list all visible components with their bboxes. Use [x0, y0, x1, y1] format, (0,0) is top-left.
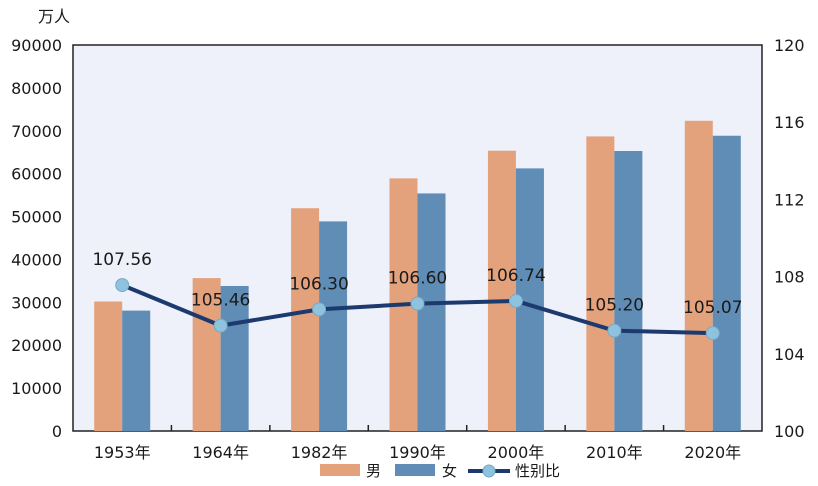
y-tick-label: 0: [52, 422, 62, 441]
x-tick-label: 2000年: [488, 443, 545, 462]
y-tick-label: 90000: [11, 36, 62, 55]
sex-ratio-point: [607, 323, 622, 338]
x-tick-label: 1964年: [192, 443, 249, 462]
sex-ratio-point: [213, 318, 228, 333]
x-tick-label: 1953年: [94, 443, 151, 462]
y-tick-label: 10000: [11, 379, 62, 398]
y-tick-label: 20000: [11, 336, 62, 355]
y-tick-label: 70000: [11, 122, 62, 141]
legend-label-sex-ratio: 性别比: [515, 462, 560, 480]
sex-ratio-data-label: 106.74: [486, 266, 545, 286]
y2-tick-label: 112: [774, 190, 805, 209]
sex-ratio-data-label: 105.46: [191, 291, 250, 311]
sex-ratio-data-label: 107.56: [92, 250, 151, 270]
bar-male: [487, 150, 516, 432]
bar-female: [417, 193, 446, 431]
y-tick-label: 50000: [11, 208, 62, 227]
y2-tick-label: 100: [774, 422, 805, 441]
sex-ratio-data-label: 105.07: [683, 298, 742, 318]
bar-male: [192, 278, 221, 431]
bar-male: [586, 136, 615, 431]
sex-ratio-point: [508, 293, 523, 308]
bar-male: [94, 301, 123, 431]
y2-tick-label: 116: [774, 113, 805, 132]
y-tick-label: 80000: [11, 79, 62, 98]
sex-ratio-data-label: 106.30: [289, 274, 348, 294]
sex-ratio-point: [312, 302, 327, 317]
x-tick-label: 2020年: [684, 443, 741, 462]
sex-ratio-data-label: 105.20: [585, 296, 644, 316]
bar-male: [684, 120, 713, 431]
sex-ratio-point: [705, 326, 720, 341]
bar-female: [220, 286, 249, 431]
sex-ratio-point: [410, 296, 425, 311]
legend-label-female: 女: [442, 462, 457, 480]
legend: 男 女 性别比: [320, 462, 560, 480]
legend-swatch-male: [320, 464, 360, 476]
sex-ratio-data-label: 106.60: [388, 269, 447, 289]
x-tick-label: 2010年: [586, 443, 643, 462]
legend-label-male: 男: [366, 462, 381, 480]
sex-ratio-point: [115, 278, 130, 293]
y-axis-unit-label: 万人: [38, 7, 70, 26]
legend-marker-sex-ratio: [482, 464, 496, 478]
y-tick-label: 60000: [11, 165, 62, 184]
bar-male: [291, 208, 320, 431]
x-tick-label: 1990年: [389, 443, 446, 462]
y2-tick-label: 104: [774, 345, 805, 364]
bar-female: [614, 150, 643, 431]
x-tick-label: 1982年: [291, 443, 348, 462]
bar-female: [712, 135, 741, 432]
bar-female: [319, 221, 348, 431]
y-tick-label: 40000: [11, 250, 62, 269]
legend-swatch-female: [395, 464, 435, 476]
y-tick-label: 30000: [11, 293, 62, 312]
y2-tick-label: 120: [774, 36, 805, 55]
bar-female: [122, 310, 151, 431]
y2-tick-label: 108: [774, 268, 805, 287]
